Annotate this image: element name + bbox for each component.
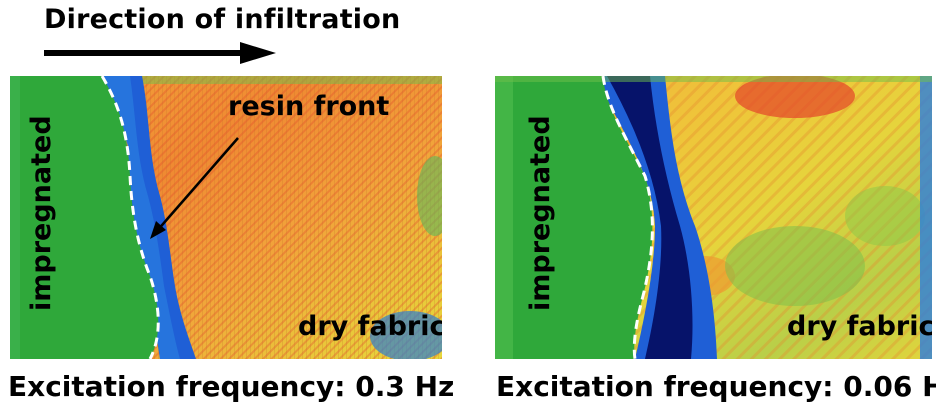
dry-fabric-label: dry fabric	[298, 311, 442, 342]
thermal-map-right	[495, 76, 932, 359]
direction-label: Direction of infiltration	[44, 4, 401, 35]
thermal-image-left: impregnated resin front dry fabric	[10, 76, 442, 359]
impregnated-label: impregnated	[26, 115, 57, 311]
impregnated-label: impregnated	[525, 115, 556, 311]
dry-fabric-label: dry fabric	[787, 311, 932, 342]
thermal-map-left	[10, 76, 442, 359]
direction-arrow-icon	[44, 42, 276, 64]
thermal-image-right: impregnated dry fabric	[495, 76, 932, 359]
caption-right: Excitation frequency: 0.06 Hz	[496, 370, 936, 403]
caption-left: Excitation frequency: 0.3 Hz	[8, 370, 455, 403]
resin-front-label: resin front	[228, 91, 390, 122]
